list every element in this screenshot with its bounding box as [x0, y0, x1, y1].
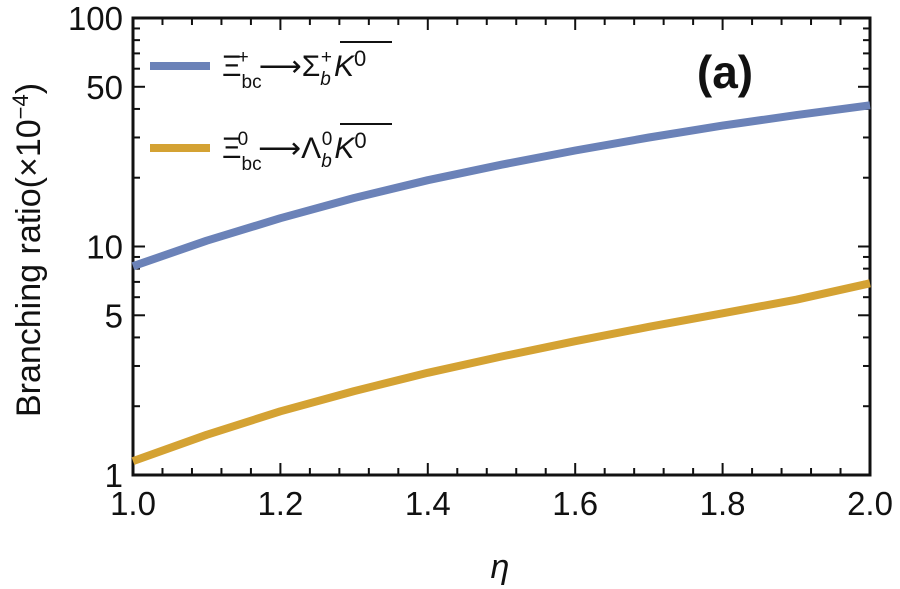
y-axis-title-text: Branching ratio(×10 [10, 119, 48, 417]
x-tick-label: 1.8 [700, 485, 746, 522]
panel-label: (a) [697, 46, 753, 98]
legend: Ξbc+ ⟶Σb+K0 Ξbc0 ⟶Λb0K0 [150, 41, 392, 175]
y-axis-title-close: ) [10, 83, 48, 94]
legend-label-series-2: Ξbc0 ⟶Λb0K0 [222, 128, 367, 175]
x-tick-label: 1.2 [257, 485, 303, 522]
y-tick-label: 100 [68, 0, 123, 37]
series-line-1 [131, 101, 871, 270]
x-axis-title: η [491, 548, 510, 586]
series-line-2 [131, 279, 871, 465]
y-axis-title: Branching ratio(×10−4) [8, 83, 48, 417]
y-tick-label: 10 [86, 229, 123, 266]
x-axis-ticks: 1.0 1.2 1.4 1.6 1.8 2.0 [110, 18, 893, 522]
series-layer [131, 101, 871, 465]
x-tick-label: 2.0 [847, 485, 893, 522]
y-axis-title-exponent: −4 [8, 94, 33, 119]
x-tick-label: 1.4 [405, 485, 451, 522]
y-tick-label: 5 [105, 297, 123, 334]
x-tick-label: 1.0 [110, 485, 156, 522]
y-tick-label: 50 [86, 69, 123, 106]
y-tick-label: 1 [105, 457, 123, 494]
legend-label-series-1: Ξbc+ ⟶Σb+K0 [222, 46, 366, 93]
x-tick-label: 1.6 [552, 485, 598, 522]
y-axis-ticks: 1 5 10 50 100 [68, 0, 870, 494]
